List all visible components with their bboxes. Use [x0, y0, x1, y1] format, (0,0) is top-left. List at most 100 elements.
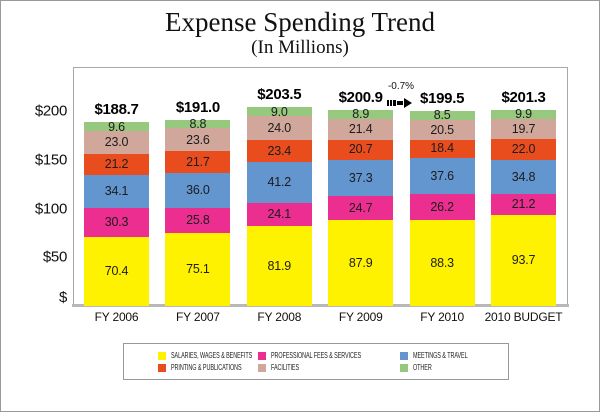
bar-segment: 8.5: [409, 108, 475, 123]
legend-label: SALARIES, WAGES & BENEFITS: [171, 351, 253, 360]
legend: SALARIES, WAGES & BENEFITS PROFESSIONAL F…: [123, 343, 509, 380]
bar-segment: 34.1: [84, 174, 149, 208]
bar-total-label: $203.5: [257, 86, 302, 104]
plot-area: [73, 67, 568, 306]
legend-item: MEETINGS & TRAVEL: [400, 351, 493, 360]
bar-segment: 37.3: [328, 159, 394, 197]
x-axis-label: FY 2008: [257, 310, 302, 324]
segment-value-label: 8.5: [433, 108, 451, 123]
segment-value-label: 25.8: [186, 212, 210, 227]
bar-segment: 19.7: [491, 119, 556, 139]
bar-segment: 70.4: [84, 237, 149, 306]
segment-value-label: 23.6: [186, 132, 210, 147]
y-axis-tick-label: $: [58, 289, 67, 306]
segment-value-label: 8.9: [352, 107, 370, 122]
segment-value-label: 34.8: [511, 169, 536, 184]
bar-total-label: $199.5: [420, 90, 465, 108]
chart-title: Expense Spending Trend: [165, 7, 435, 37]
segment-value-label: 20.5: [430, 122, 454, 137]
bar-segment: 75.1: [165, 232, 231, 306]
bar-segment: 25.8: [165, 207, 231, 233]
x-axis-label: FY 2006: [94, 310, 139, 324]
legend-swatch: [400, 351, 408, 360]
segment-value-label: 88.3: [430, 255, 454, 270]
bar-segment: 41.2: [246, 162, 312, 203]
bar-segment: 93.7: [491, 214, 556, 306]
arrow-shaft: [397, 101, 403, 105]
arrow-dash: [393, 100, 396, 106]
bar-segment: 36.0: [165, 172, 231, 208]
bar-segment: 20.5: [409, 119, 475, 140]
segment-value-label: 23.4: [267, 143, 292, 158]
legend-label: PROFESSIONAL FEES & SERVICES: [271, 351, 362, 360]
legend-swatch: [400, 363, 408, 372]
segment-value-label: 93.7: [511, 253, 536, 268]
segment-value-label: 9.9: [515, 107, 532, 122]
bar-segment: 23.0: [84, 131, 149, 154]
segment-value-label: 19.7: [511, 121, 536, 136]
legend-item: PRINTING & PUBLICATIONS: [158, 363, 275, 372]
segment-value-label: 21.2: [511, 197, 536, 212]
bar-segment: 26.2: [409, 194, 475, 220]
bar-segment: 37.6: [409, 157, 475, 195]
x-axis-line: [72, 304, 569, 307]
legend-swatch: [158, 363, 166, 372]
segment-value-label: 37.6: [430, 168, 454, 183]
bar-segment: 20.7: [328, 139, 394, 160]
legend-label: PRINTING & PUBLICATIONS: [171, 363, 242, 372]
bar-segment: 9.0: [246, 104, 312, 119]
bar-segment: 22.0: [491, 138, 556, 161]
segment-value-label: 26.2: [430, 199, 454, 214]
bar-segment: 30.3: [84, 207, 149, 238]
segment-value-label: 18.4: [430, 141, 454, 156]
legend-label: OTHER: [413, 363, 432, 372]
segment-value-label: 23.0: [104, 135, 129, 150]
y-axis-tick-label: $50: [42, 248, 67, 266]
legend-item: PROFESSIONAL FEES & SERVICES: [258, 351, 403, 360]
arrow-dash: [390, 100, 392, 106]
bar-total-label: $188.7: [94, 101, 139, 119]
bar-segment: 21.2: [84, 153, 149, 175]
x-axis-label: FY 2009: [338, 310, 383, 324]
segment-value-label: 37.3: [348, 170, 373, 185]
segment-value-label: 24.0: [267, 120, 292, 135]
bar-segment: 8.8: [165, 118, 231, 130]
arrow-dash: [387, 100, 389, 106]
segment-value-label: 41.2: [267, 175, 292, 190]
bar-segment: 87.9: [328, 220, 394, 306]
legend-swatch: [258, 351, 266, 360]
segment-value-label: 21.7: [186, 154, 210, 169]
legend-swatch: [258, 363, 266, 372]
bar-segment: 8.9: [328, 107, 394, 122]
bar-segment: 24.1: [246, 202, 312, 227]
bar-total-label: $191.0: [175, 98, 220, 116]
segment-value-label: 9.0: [270, 104, 288, 119]
bar-total-label: $201.3: [501, 88, 546, 106]
segment-value-label: 24.7: [348, 200, 373, 215]
bar-segment: 24.7: [328, 196, 394, 221]
bar-segment: 23.6: [165, 128, 231, 152]
bar-total-label: $200.9: [338, 89, 383, 107]
segment-value-label: 22.0: [511, 142, 536, 157]
segment-value-label: 21.4: [348, 121, 373, 136]
bar-segment: 9.6: [84, 119, 149, 134]
legend-item: OTHER: [400, 363, 441, 372]
legend-item: SALARIES, WAGES & BENEFITS: [158, 351, 290, 360]
bar-segment: 34.8: [491, 160, 556, 194]
segment-value-label: 30.3: [104, 215, 129, 230]
right-arrow-icon: [387, 97, 412, 109]
arrow-head: [404, 98, 412, 108]
y-axis-tick-label: $150: [34, 151, 67, 169]
segment-value-label: 21.2: [104, 156, 129, 171]
bar-segment: 81.9: [246, 226, 312, 306]
segment-value-label: 9.6: [108, 119, 125, 134]
segment-value-label: 20.7: [348, 142, 373, 157]
bar-segment: 23.4: [246, 139, 312, 163]
segment-value-label: 36.0: [186, 182, 210, 197]
segment-value-label: 70.4: [104, 264, 129, 279]
segment-value-label: 34.1: [104, 183, 129, 198]
y-axis-tick-label: $200: [34, 102, 67, 120]
y-axis-tick-label: $100: [34, 200, 67, 217]
bar-segment: 21.2: [491, 193, 556, 215]
